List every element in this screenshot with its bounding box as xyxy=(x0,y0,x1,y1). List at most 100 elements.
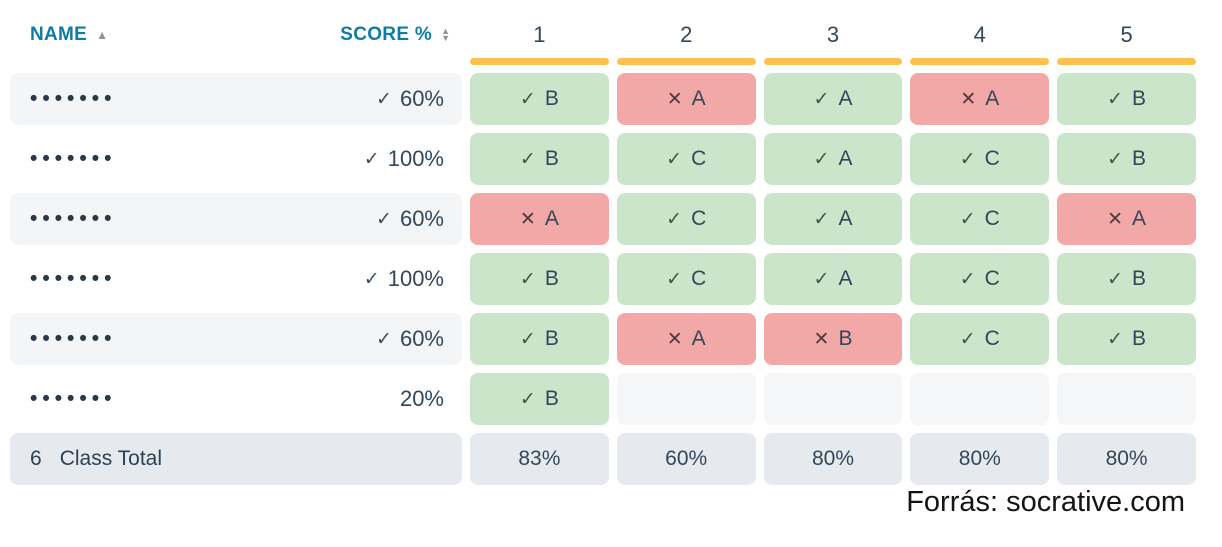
check-icon: ✓ xyxy=(959,208,976,230)
question-underline-bar xyxy=(470,58,609,65)
student-score: ✓ 100% xyxy=(364,266,444,292)
student-score-value: 20% xyxy=(399,386,444,411)
check-icon: ✓ xyxy=(813,268,830,290)
answer-choice-letter: B xyxy=(544,267,559,290)
class-total-cell: 80% xyxy=(1057,433,1196,485)
name-sort-header[interactable]: NAME ▲ xyxy=(30,24,108,46)
student-score-value: 60% xyxy=(399,326,444,351)
class-total-value: 80% xyxy=(958,447,1001,470)
answer-cell-empty xyxy=(1057,373,1196,425)
name-column-label: NAME xyxy=(30,24,88,45)
answer-cell-empty xyxy=(616,373,756,425)
check-icon: ✓ xyxy=(813,208,830,230)
check-icon: ✓ xyxy=(376,208,392,230)
student-name-masked: ••••••• xyxy=(30,267,117,290)
check-icon: ✓ xyxy=(1107,88,1124,110)
question-underline-cell xyxy=(1057,58,1196,65)
sort-up-icon: ▲ xyxy=(441,26,450,37)
cross-icon: ✕ xyxy=(666,328,683,350)
answer-choice-letter: A xyxy=(838,207,853,230)
student-score: ✓ 60% xyxy=(376,326,444,352)
class-total-row-label: 6 Class Total xyxy=(10,433,462,485)
check-icon: ✓ xyxy=(376,328,392,350)
check-icon: ✓ xyxy=(959,268,976,290)
answer-choice-letter: B xyxy=(544,87,559,110)
question-underline-cell xyxy=(616,58,756,65)
answer-cell: ✕ A xyxy=(1057,193,1196,245)
student-score-value: 100% xyxy=(387,266,444,291)
student-name-masked: ••••••• xyxy=(30,147,117,170)
class-total-value: 60% xyxy=(665,447,708,470)
answer-cell: ✓ B xyxy=(470,133,609,185)
sort-down-icon: ▼ xyxy=(441,33,450,43)
answer-choice-letter: C xyxy=(984,327,1000,350)
answer-choice-letter: C xyxy=(984,207,1000,230)
cross-icon: ✕ xyxy=(1107,208,1124,230)
answer-choice-letter: B xyxy=(544,147,559,170)
header-row-name-cell: NAME ▲ SCORE % ▲ ▼ xyxy=(10,20,462,50)
answer-cell: ✓ C xyxy=(910,253,1050,305)
check-icon: ✓ xyxy=(1107,328,1124,350)
answer-choice-letter: B xyxy=(1132,147,1147,170)
question-underline-bar xyxy=(910,58,1050,65)
answer-choice-letter: B xyxy=(1132,327,1147,350)
student-row-name-cell: ••••••• 20% xyxy=(10,373,462,425)
question-column-header[interactable]: 4 xyxy=(910,20,1049,50)
question-column-header[interactable]: 5 xyxy=(1057,20,1196,50)
question-underline-bar xyxy=(1057,58,1196,65)
answer-cell: ✓ C xyxy=(910,133,1050,185)
student-score-value: 60% xyxy=(399,86,444,111)
answer-cell: ✕ A xyxy=(616,313,756,365)
answer-cell: ✓ A xyxy=(763,253,903,305)
answer-cell: ✕ B xyxy=(763,313,903,365)
answer-choice-letter: A xyxy=(838,267,853,290)
check-icon: ✓ xyxy=(959,148,976,170)
answer-choice-letter: A xyxy=(691,87,706,110)
cross-icon: ✕ xyxy=(960,88,977,110)
answer-cell: ✓ C xyxy=(910,313,1050,365)
check-icon: ✓ xyxy=(519,328,536,350)
check-icon: ✓ xyxy=(519,88,536,110)
cross-icon: ✕ xyxy=(519,208,536,230)
check-icon: ✓ xyxy=(519,268,536,290)
check-icon: ✓ xyxy=(1107,148,1124,170)
question-underline-cell xyxy=(470,58,609,65)
class-total-label: Class Total xyxy=(59,447,163,470)
class-total-value: 83% xyxy=(518,447,561,470)
answer-cell: ✓ B xyxy=(470,73,609,125)
question-underline-bar xyxy=(616,58,756,65)
answer-cell: ✓ C xyxy=(616,193,756,245)
source-caption: Forrás: socrative.com xyxy=(906,486,1185,518)
question-column-header[interactable]: 3 xyxy=(764,20,903,50)
results-table: NAME ▲ SCORE % ▲ ▼ 1 2 3 4 5 ••••••• ✓ 6… xyxy=(10,20,1196,485)
student-row-name-cell: ••••••• ✓ 60% xyxy=(10,73,462,125)
answer-choice-letter: C xyxy=(691,147,707,170)
score-sort-header[interactable]: SCORE % ▲ ▼ xyxy=(340,24,450,46)
question-underline-bar xyxy=(763,58,903,65)
answer-cell-empty xyxy=(910,373,1050,425)
student-score: ✓ 60% xyxy=(376,86,444,112)
student-row-name-cell: ••••••• ✓ 60% xyxy=(10,193,462,245)
student-name-masked: ••••••• xyxy=(30,387,117,410)
check-icon: ✓ xyxy=(1107,268,1124,290)
student-name-masked: ••••••• xyxy=(30,207,117,230)
check-icon: ✓ xyxy=(363,148,380,170)
answer-choice-letter: B xyxy=(544,327,559,350)
answer-cell: ✓ A xyxy=(763,73,903,125)
class-total-cell: 80% xyxy=(763,433,903,485)
answer-choice-letter: A xyxy=(544,207,559,230)
question-number: 1 xyxy=(533,22,546,47)
answer-choice-letter: A xyxy=(838,87,853,110)
question-column-header[interactable]: 1 xyxy=(470,20,609,50)
answer-cell: ✓ C xyxy=(910,193,1050,245)
question-column-header[interactable]: 2 xyxy=(617,20,756,50)
answer-cell: ✓ B xyxy=(1057,73,1196,125)
answer-cell: ✓ B xyxy=(470,253,609,305)
check-icon: ✓ xyxy=(666,268,683,290)
question-number: 5 xyxy=(1120,22,1133,47)
score-column-label: SCORE % xyxy=(340,24,433,45)
answer-cell: ✓ C xyxy=(616,253,756,305)
student-name-masked: ••••••• xyxy=(30,327,117,350)
answer-cell: ✓ A xyxy=(763,193,903,245)
class-total-value: 80% xyxy=(1105,447,1148,470)
